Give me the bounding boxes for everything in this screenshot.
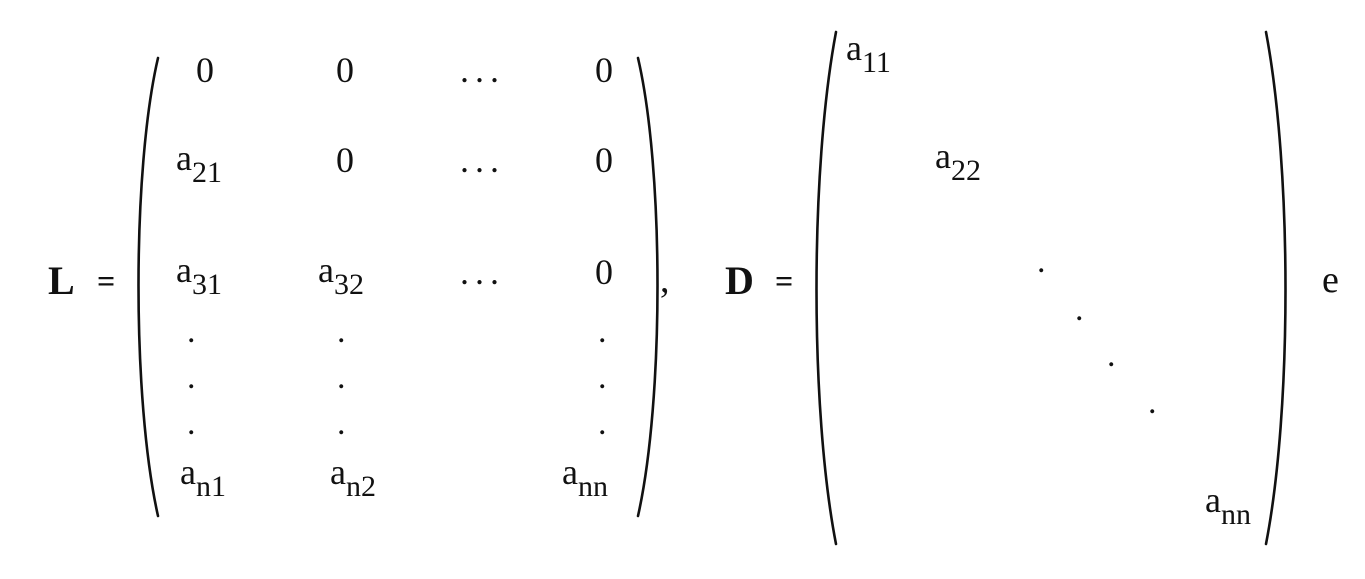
L-entry-r2-ellipsis: ... [460,140,505,180]
D-right-parenthesis [1264,30,1287,546]
L-entry-r1c1: 0 [196,50,214,90]
D-entry-ann: ann [1205,480,1251,531]
L-entry-r2c2: 0 [336,140,354,180]
L-entry-an1: an1 [180,452,226,503]
D-diagonal-dot-4: . [1148,384,1157,421]
D-left-parenthesis [815,30,838,546]
L-entry-r3cn: 0 [595,252,613,292]
L-equals-sign: = [97,263,115,299]
L-vdot-cn-2: . [598,359,607,396]
D-diagonal-dot-2: . [1075,291,1084,328]
D-diagonal-dot-3: . [1107,337,1116,374]
L-vdot-c2-1: . [337,313,346,350]
L-right-parenthesis [636,56,659,518]
L-vdot-c2-2: . [337,359,346,396]
L-entry-a31: a31 [176,250,222,301]
D-entry-a11: a11 [846,28,891,79]
L-entry-a32: a32 [318,250,364,301]
L-entry-ann: ann [562,452,608,503]
L-vdot-cn-3: . [598,405,607,442]
L-entry-r3-ellipsis: ... [460,252,505,292]
trailing-word: e [1322,259,1339,301]
L-entry-r1c2: 0 [336,50,354,90]
D-equals-sign: = [775,263,793,299]
L-entry-a21: a21 [176,138,222,189]
L-vdot-c1-2: . [187,359,196,396]
L-vdot-c1-1: . [187,313,196,350]
L-entry-r1cn: 0 [595,50,613,90]
L-left-parenthesis [137,56,160,518]
L-entry-r1-ellipsis: ... [460,50,505,90]
L-entry-r2cn: 0 [595,140,613,180]
L-vdot-c2-3: . [337,405,346,442]
L-vdot-c1-3: . [187,405,196,442]
D-symbol: D [725,258,754,303]
D-diagonal-dot-1: . [1037,243,1046,280]
equation-comma: , [660,259,670,301]
L-vdot-cn-1: . [598,313,607,350]
L-symbol: L [48,258,75,303]
D-entry-a22: a22 [935,136,981,187]
L-entry-an2: an2 [330,452,376,503]
